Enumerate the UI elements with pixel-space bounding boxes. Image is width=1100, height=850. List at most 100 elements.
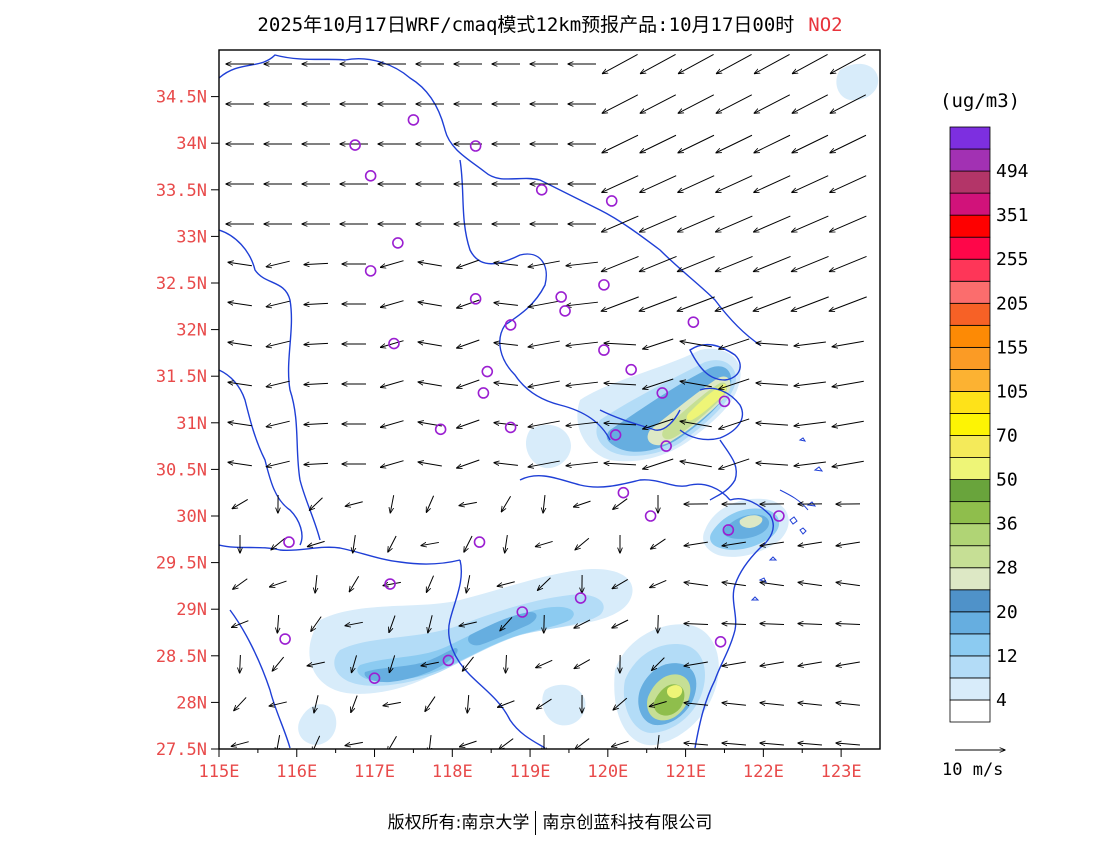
wind-arrow [640,54,676,73]
station-marker [574,592,587,604]
wind-arrow [756,423,788,425]
wind-arrow [722,624,747,625]
colorbar-swatch [949,258,991,282]
wind-arrow [791,256,829,271]
wind-arrow [640,94,677,113]
colorbar-label: 12 [996,646,1018,667]
wind-arrow [351,695,358,713]
wind-arrow [716,94,753,113]
wind-arrow [658,614,659,633]
copyright-footer: 版权所有:南京大学 南京创蓝科技有限公司 [0,808,1100,835]
station-marker [605,195,618,207]
wind-arrow [266,380,290,387]
colorbar-swatch [949,457,991,480]
wind-arrow [457,259,480,268]
wind-arrow [794,461,826,466]
latitude-axis: 27.5N 28N 28.5N 29N 29.5N 30N 30.5N 31N 31.5N 32N… [156,88,219,760]
colorbar-swatch [949,611,991,635]
no2-concentration-shading [298,63,879,746]
station-marker [718,395,731,408]
wind-arrow [678,175,715,193]
station-marker [609,429,622,441]
wind-arrow [716,134,753,153]
lon-tick-label: 123E [821,762,862,782]
wind-arrow [678,94,715,113]
station-marker [364,265,377,277]
colorbar-swatch [949,214,991,238]
station-marker [364,170,377,182]
colorbar-label: 351 [996,205,1029,226]
station-marker [504,319,517,331]
wind-arrow [650,579,667,587]
wind-arrow [575,738,590,749]
station-marker [469,293,482,305]
wind-arrow [613,498,628,510]
wind-arrow [794,341,826,346]
wind-arrow [756,383,788,385]
wind-arrow [716,215,753,232]
wind-arrow [421,542,439,545]
wind-arrow [684,703,708,706]
lat-tick-label: 28.5N [156,647,207,667]
footer-left: 版权所有:南京大学 [387,813,530,833]
wind-arrow [754,54,790,73]
wind-arrow [228,382,252,387]
colorbar-label: 4 [996,690,1007,711]
wind-arrow [798,743,822,745]
lon-tick-label: 120E [587,762,628,782]
wind-arrow [719,338,750,349]
wind-arrow [613,697,628,710]
wind-arrow [830,94,867,113]
lon-tick-label: 115E [199,762,240,782]
wind-arrow [677,256,715,271]
wind-arrow [389,615,396,633]
wind-arrow [604,343,637,345]
wind-arrow [418,302,442,307]
wind-arrow [722,541,746,546]
wind-arrow [228,302,252,307]
station-marker [434,423,447,436]
wind-arrow [566,461,598,466]
wind-arrow [798,624,823,625]
wind-arrow [312,735,321,749]
wind-arrow [528,380,560,387]
colorbar-label: 28 [996,558,1018,579]
wind-arrow [640,215,677,232]
lat-tick-label: 29.5N [156,554,207,574]
wind-arrow [760,703,784,706]
station-marker [722,524,735,536]
wind-arrow [457,419,480,428]
colorbar-label: 36 [996,514,1018,535]
wind-arrow [383,701,401,705]
lon-tick-label: 117E [354,762,395,782]
colorbar: 4 12 20 28 36 50 70 105 155 205 255 351 494 [949,126,1029,723]
wind-arrow [657,735,659,749]
wind-arrow [528,260,560,267]
lat-tick-label: 34N [176,134,207,154]
lon-tick-label: 118E [432,762,473,782]
wind-arrow [604,423,637,425]
wind-arrow [836,582,860,587]
wind-arrow [602,134,639,153]
wind-arrow [754,134,791,153]
wind-arrow [643,458,674,469]
wind-arrow [535,540,553,546]
wind-arrow [830,215,867,232]
wind-arrow [602,94,639,113]
wind-arrow [794,381,826,386]
wind-arrow [760,624,785,625]
wind-arrow [566,261,598,266]
colorbar-label: 20 [996,602,1018,623]
wind-arrow [345,742,363,745]
wind-arrow [528,420,560,427]
station-marker [368,672,381,684]
wind-arrow [380,260,404,268]
colorbar-label: 155 [996,337,1029,358]
wind-arrow [830,175,867,193]
lon-tick-label: 122E [743,762,784,782]
lat-tick-label: 30N [176,507,207,527]
wind-arrow [269,701,287,706]
wind-arrow [716,175,753,193]
wind-arrow [380,340,404,348]
colorbar-label: 494 [996,161,1029,182]
